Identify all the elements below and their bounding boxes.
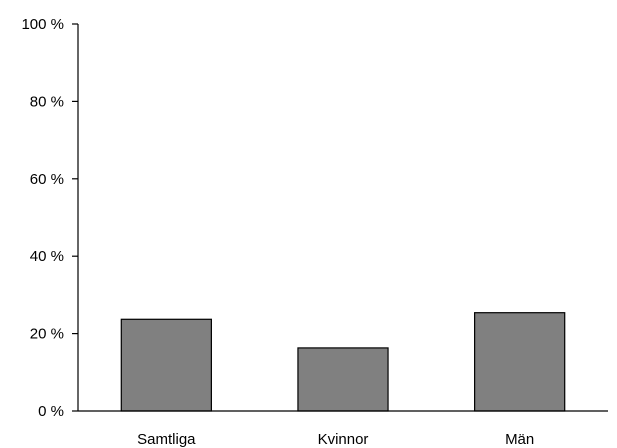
x-category-label: Män [505, 431, 534, 448]
x-category-label: Samtliga [137, 431, 196, 448]
bar-män [474, 312, 566, 412]
x-category-label: Kvinnor [318, 431, 369, 448]
y-tick-label: 40 % [30, 248, 64, 265]
bar-samtliga [120, 318, 212, 412]
y-tick-label: 100 % [21, 16, 64, 33]
x-axis-labels: Samtliga Kvinnor Män [137, 431, 534, 448]
bar-kvinnor [297, 347, 389, 412]
y-tick-label: 0 % [38, 403, 64, 420]
y-tick-label: 20 % [30, 326, 64, 343]
y-tick-label: 60 % [30, 171, 64, 188]
y-tick-label: 80 % [30, 93, 64, 110]
bars [120, 312, 566, 412]
y-axis-ticks: 0 % 20 % 40 % 60 % 80 % 100 % [21, 16, 78, 420]
